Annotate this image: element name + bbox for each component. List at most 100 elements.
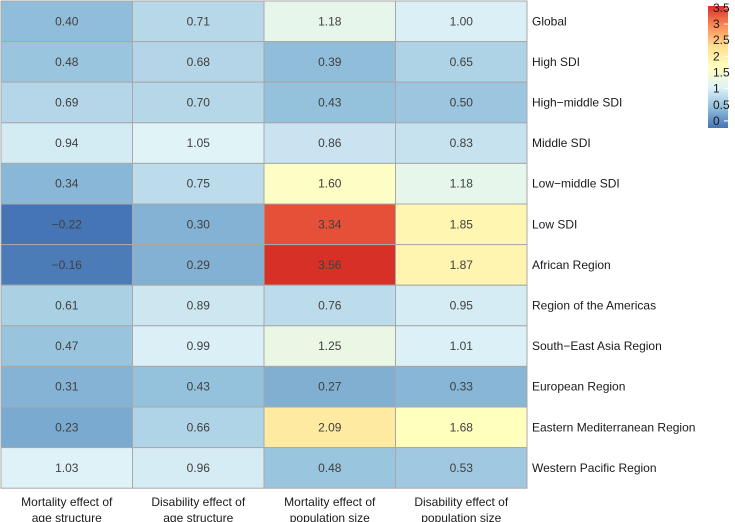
heatmap-cell — [263, 0, 396, 43]
row-label: African Region — [532, 258, 611, 272]
cell-value-label: 1.03 — [55, 461, 79, 475]
cell-value-label: 0.23 — [55, 420, 79, 434]
row-label: Low SDI — [532, 217, 577, 231]
cell-value-label: 1.87 — [450, 258, 474, 272]
cell-value-label: 0.39 — [318, 55, 342, 69]
cell-value-label: 1.18 — [318, 14, 342, 28]
heatmap-cell — [132, 203, 265, 246]
heatmap-cell — [132, 0, 265, 43]
heatmap-cell — [395, 162, 528, 205]
cell-value-label: 1.25 — [318, 339, 342, 353]
colorbar-tick-label: 0.5 — [713, 98, 730, 112]
heatmap-cell — [263, 162, 396, 205]
row-label: High SDI — [532, 55, 580, 69]
heatmap-cell — [0, 162, 133, 205]
cell-value-label: 0.71 — [187, 14, 211, 28]
heatmap-cell — [395, 325, 528, 367]
row-label: Low−middle SDI — [532, 177, 620, 191]
cell-value-label: −0.16 — [52, 258, 83, 272]
heatmap-cell — [395, 203, 528, 246]
heatmap-cell — [395, 406, 528, 449]
cell-value-label: 0.89 — [187, 299, 211, 313]
column-label: Disability effect of age structure — [151, 495, 245, 522]
cell-value-label: 1.60 — [318, 177, 342, 191]
heatmap-cell — [263, 447, 396, 489]
heatmap-cell — [0, 447, 133, 489]
cell-value-label: 0.86 — [318, 136, 342, 150]
cell-value-label: 0.69 — [55, 96, 79, 110]
cell-value-label: 0.40 — [55, 14, 79, 28]
cell-value-label: 0.75 — [187, 177, 211, 191]
cell-value-label: 0.65 — [450, 55, 474, 69]
heatmap-cell — [263, 203, 396, 246]
cell-value-label: 0.76 — [318, 299, 342, 313]
heatmap-cell — [263, 365, 396, 408]
cell-value-label: 0.83 — [450, 136, 474, 150]
row-label: Western Pacific Region — [532, 461, 657, 475]
cell-value-label: 0.29 — [187, 258, 211, 272]
heatmap-cell — [0, 203, 133, 246]
cell-value-label: 1.05 — [187, 136, 211, 150]
heatmap-cell — [263, 406, 396, 449]
row-label: High−middle SDI — [532, 96, 622, 110]
heatmap-cell — [0, 365, 133, 408]
heatmap-cells — [0, 0, 528, 489]
cell-value-label: 0.94 — [55, 136, 79, 150]
colorbar-tick-label: 1.5 — [713, 65, 730, 79]
cell-value-label: 1.18 — [450, 177, 474, 191]
cell-value-label: 0.43 — [318, 96, 342, 110]
colorbar-tick-label: 2 — [713, 49, 720, 63]
cell-value-label: 0.96 — [187, 461, 211, 475]
cell-value-label: 3.34 — [318, 217, 342, 231]
cell-value-label: 0.31 — [55, 380, 79, 394]
cell-value-label: 0.50 — [450, 96, 474, 110]
heatmap-cell — [395, 41, 528, 83]
heatmap-cell — [263, 284, 396, 327]
cell-value-label: 0.61 — [55, 299, 79, 313]
cell-value-label: 1.00 — [450, 14, 474, 28]
cell-value-label: 1.01 — [450, 339, 474, 353]
cell-value-label: 0.99 — [187, 339, 211, 353]
heatmap-cell — [395, 81, 528, 124]
cell-value-label: −0.22 — [52, 217, 83, 231]
cell-value-label: 0.68 — [187, 55, 211, 69]
cell-value-label: 3.56 — [318, 258, 342, 272]
cell-value-label: 0.48 — [318, 461, 342, 475]
row-label: European Region — [532, 380, 625, 394]
cell-value-label: 0.27 — [318, 380, 342, 394]
column-label: Disability effect of population size — [414, 495, 508, 522]
colorbar-tick-label: 0 — [713, 114, 720, 128]
cell-value-label: 0.33 — [450, 380, 474, 394]
row-labels: Global High SDI High−middle SDI Middle SDI L… — [532, 14, 695, 475]
cell-value-label: 0.53 — [450, 461, 474, 475]
heatmap-cell — [395, 365, 528, 408]
cell-value-label: 1.68 — [450, 420, 474, 434]
cell-value-label: 0.43 — [187, 380, 211, 394]
heatmap-cell — [0, 284, 133, 327]
cell-value-label: 0.47 — [55, 339, 79, 353]
cell-value-label: 0.34 — [55, 177, 79, 191]
cell-value-label: 0.70 — [187, 96, 211, 110]
heatmap-cell — [132, 122, 265, 164]
colorbar-tick-label: 3.5 — [713, 1, 730, 15]
cell-value-label: 0.30 — [187, 217, 211, 231]
heatmap-cell — [263, 244, 396, 286]
heatmap-cell — [0, 244, 133, 286]
cell-value-label: 1.85 — [450, 217, 474, 231]
column-label: Mortality effect of population size — [284, 495, 376, 522]
colorbar — [708, 6, 728, 128]
cell-value-label: 0.95 — [450, 299, 474, 313]
column-label: Mortality effect of age structure — [21, 495, 113, 522]
cell-value-label: 0.48 — [55, 55, 79, 69]
heatmap-cell — [132, 41, 265, 83]
heatmap-cell — [0, 0, 133, 43]
heatmap-cell — [132, 447, 265, 489]
heatmap-cell — [395, 447, 528, 489]
row-label: Global — [532, 14, 567, 28]
colorbar-tick-label: 3 — [713, 17, 720, 31]
cell-value-label: 2.09 — [318, 420, 342, 434]
heatmap-cell — [395, 244, 528, 286]
column-labels: Mortality effect of age structure Disabili… — [21, 495, 509, 522]
